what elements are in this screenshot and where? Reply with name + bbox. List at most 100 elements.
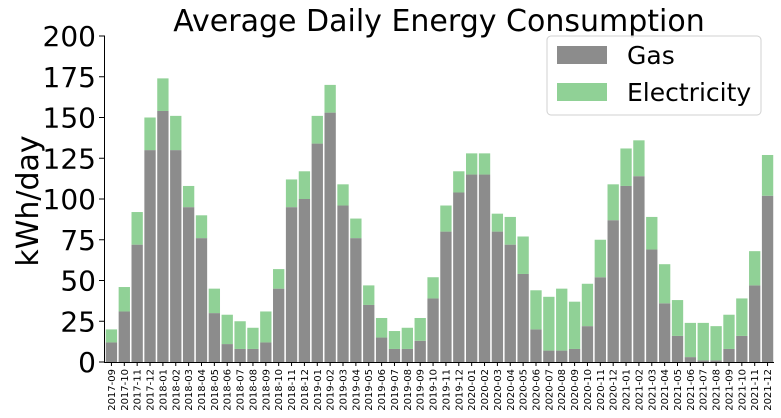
x-tick-label: 2020-08 xyxy=(557,369,568,411)
x-tick-label: 2020-10 xyxy=(583,369,594,411)
bar-electricity-2021-10 xyxy=(736,298,748,336)
bar-gas-2018-03 xyxy=(182,207,195,362)
bar-gas-2019-06 xyxy=(375,337,388,362)
x-tick-label: 2020-02 xyxy=(480,369,491,411)
x-tick-label: 2021-11 xyxy=(750,369,761,411)
bar-gas-2019-09 xyxy=(414,340,426,362)
bar-gas-2021-11 xyxy=(749,285,761,362)
bar-electricity-2018-06 xyxy=(221,314,233,345)
bar-gas-2018-09 xyxy=(260,342,272,362)
x-tick-label: 2020-03 xyxy=(493,369,504,411)
bar-gas-2021-03 xyxy=(646,249,658,362)
bar-gas-2019-05 xyxy=(363,304,375,362)
bar-gas-2020-01 xyxy=(466,174,478,362)
bar-gas-2020-02 xyxy=(478,174,491,362)
bar-electricity-2018-08 xyxy=(247,327,259,349)
x-tick-label: 2019-10 xyxy=(429,369,440,411)
bar-electricity-2020-01 xyxy=(466,153,478,175)
x-tick-label: 2020-07 xyxy=(544,369,555,411)
bar-gas-2021-07 xyxy=(697,360,709,362)
bar-electricity-2019-03 xyxy=(337,184,349,206)
bar-gas-2018-07 xyxy=(234,348,246,362)
x-tick-label: 2018-02 xyxy=(171,369,182,411)
bar-gas-2019-04 xyxy=(350,238,362,362)
bar-gas-2018-12 xyxy=(298,199,311,362)
bar-gas-2020-08 xyxy=(556,350,568,362)
x-tick-label: 2019-09 xyxy=(416,369,427,411)
bar-electricity-2021-08 xyxy=(710,326,722,361)
bar-gas-2019-01 xyxy=(311,143,323,362)
bar-gas-2017-10 xyxy=(118,311,130,362)
bar-gas-2021-05 xyxy=(671,335,684,362)
bar-electricity-2021-12 xyxy=(761,154,774,196)
x-tick-label: 2021-07 xyxy=(699,369,710,411)
x-tick-label: 2017-11 xyxy=(133,369,144,411)
bar-electricity-2019-04 xyxy=(350,218,362,239)
bar-gas-2018-05 xyxy=(208,313,221,362)
y-tick-label: 125 xyxy=(43,142,96,175)
y-tick-label: 200 xyxy=(43,20,96,53)
x-tick-label: 2021-03 xyxy=(647,369,658,411)
y-tick-label: 175 xyxy=(43,61,96,94)
x-tick-label: 2018-04 xyxy=(197,369,208,411)
bar-gas-2020-06 xyxy=(530,329,542,362)
legend-swatch-gas xyxy=(557,46,607,64)
bar-gas-2019-11 xyxy=(440,231,452,362)
bar-gas-2020-10 xyxy=(581,326,594,362)
bar-gas-2021-08 xyxy=(710,360,722,362)
chart-title: Average Daily Energy Consumption xyxy=(173,4,704,39)
x-tick-label: 2017-09 xyxy=(107,369,118,411)
bar-electricity-2020-05 xyxy=(517,236,529,274)
bar-electricity-2018-12 xyxy=(298,171,311,199)
x-tick-label: 2018-03 xyxy=(184,369,195,411)
x-axis-ticks: 2017-09 2017-10 2017-11 2017-12 2018-01 2018-… xyxy=(107,362,774,411)
y-tick-label: 100 xyxy=(43,183,96,216)
x-tick-label: 2019-04 xyxy=(351,369,362,411)
bar-electricity-2020-12 xyxy=(607,184,619,221)
x-tick-label: 2019-03 xyxy=(339,369,350,411)
bar-electricity-2018-05 xyxy=(208,288,221,314)
x-tick-label: 2018-10 xyxy=(274,369,285,411)
x-tick-label: 2019-08 xyxy=(403,369,414,411)
bar-gas-2020-05 xyxy=(517,273,529,362)
bar-electricity-2019-01 xyxy=(311,115,323,144)
bar-gas-2019-08 xyxy=(401,348,413,362)
bar-gas-2021-01 xyxy=(620,185,632,362)
x-tick-label: 2019-12 xyxy=(454,369,465,411)
bar-gas-2021-10 xyxy=(736,335,748,362)
bar-gas-2018-01 xyxy=(157,110,169,362)
y-axis-ticks: 0 25 50 75 100 125 150 175 200 xyxy=(43,20,105,379)
bar-electricity-2021-04 xyxy=(658,264,671,304)
bar-electricity-2020-07 xyxy=(543,296,555,351)
bar-electricity-2018-11 xyxy=(285,179,298,208)
bar-gas-2018-11 xyxy=(285,207,298,362)
bar-electricity-2017-10 xyxy=(118,287,130,312)
bars-group xyxy=(105,78,774,362)
x-tick-label: 2020-11 xyxy=(596,369,607,411)
bar-gas-2020-12 xyxy=(607,220,619,362)
x-tick-label: 2020-09 xyxy=(570,369,581,411)
bar-electricity-2020-10 xyxy=(581,283,594,327)
bar-electricity-2019-08 xyxy=(401,327,413,349)
x-tick-label: 2021-04 xyxy=(660,369,671,411)
bar-gas-2020-04 xyxy=(504,244,516,362)
bar-gas-2020-03 xyxy=(491,231,504,362)
bar-electricity-2017-11 xyxy=(131,212,143,245)
y-tick-label: 25 xyxy=(60,305,96,338)
bar-gas-2021-06 xyxy=(684,357,697,362)
x-tick-label: 2019-07 xyxy=(390,369,401,411)
legend-label-electricity: Electricity xyxy=(627,78,751,107)
x-tick-label: 2020-06 xyxy=(531,369,542,411)
x-tick-label: 2017-10 xyxy=(120,369,131,411)
bar-electricity-2018-03 xyxy=(182,185,195,208)
bar-electricity-2017-09 xyxy=(105,329,118,343)
x-tick-label: 2018-08 xyxy=(248,369,259,411)
x-tick-label: 2020-04 xyxy=(506,369,517,411)
x-tick-label: 2018-09 xyxy=(261,369,272,411)
bar-electricity-2018-07 xyxy=(234,321,246,349)
bar-gas-2019-10 xyxy=(427,298,439,362)
legend: Gas Electricity xyxy=(546,35,762,116)
y-tick-label: 50 xyxy=(60,265,96,298)
x-tick-label: 2018-01 xyxy=(158,369,169,411)
